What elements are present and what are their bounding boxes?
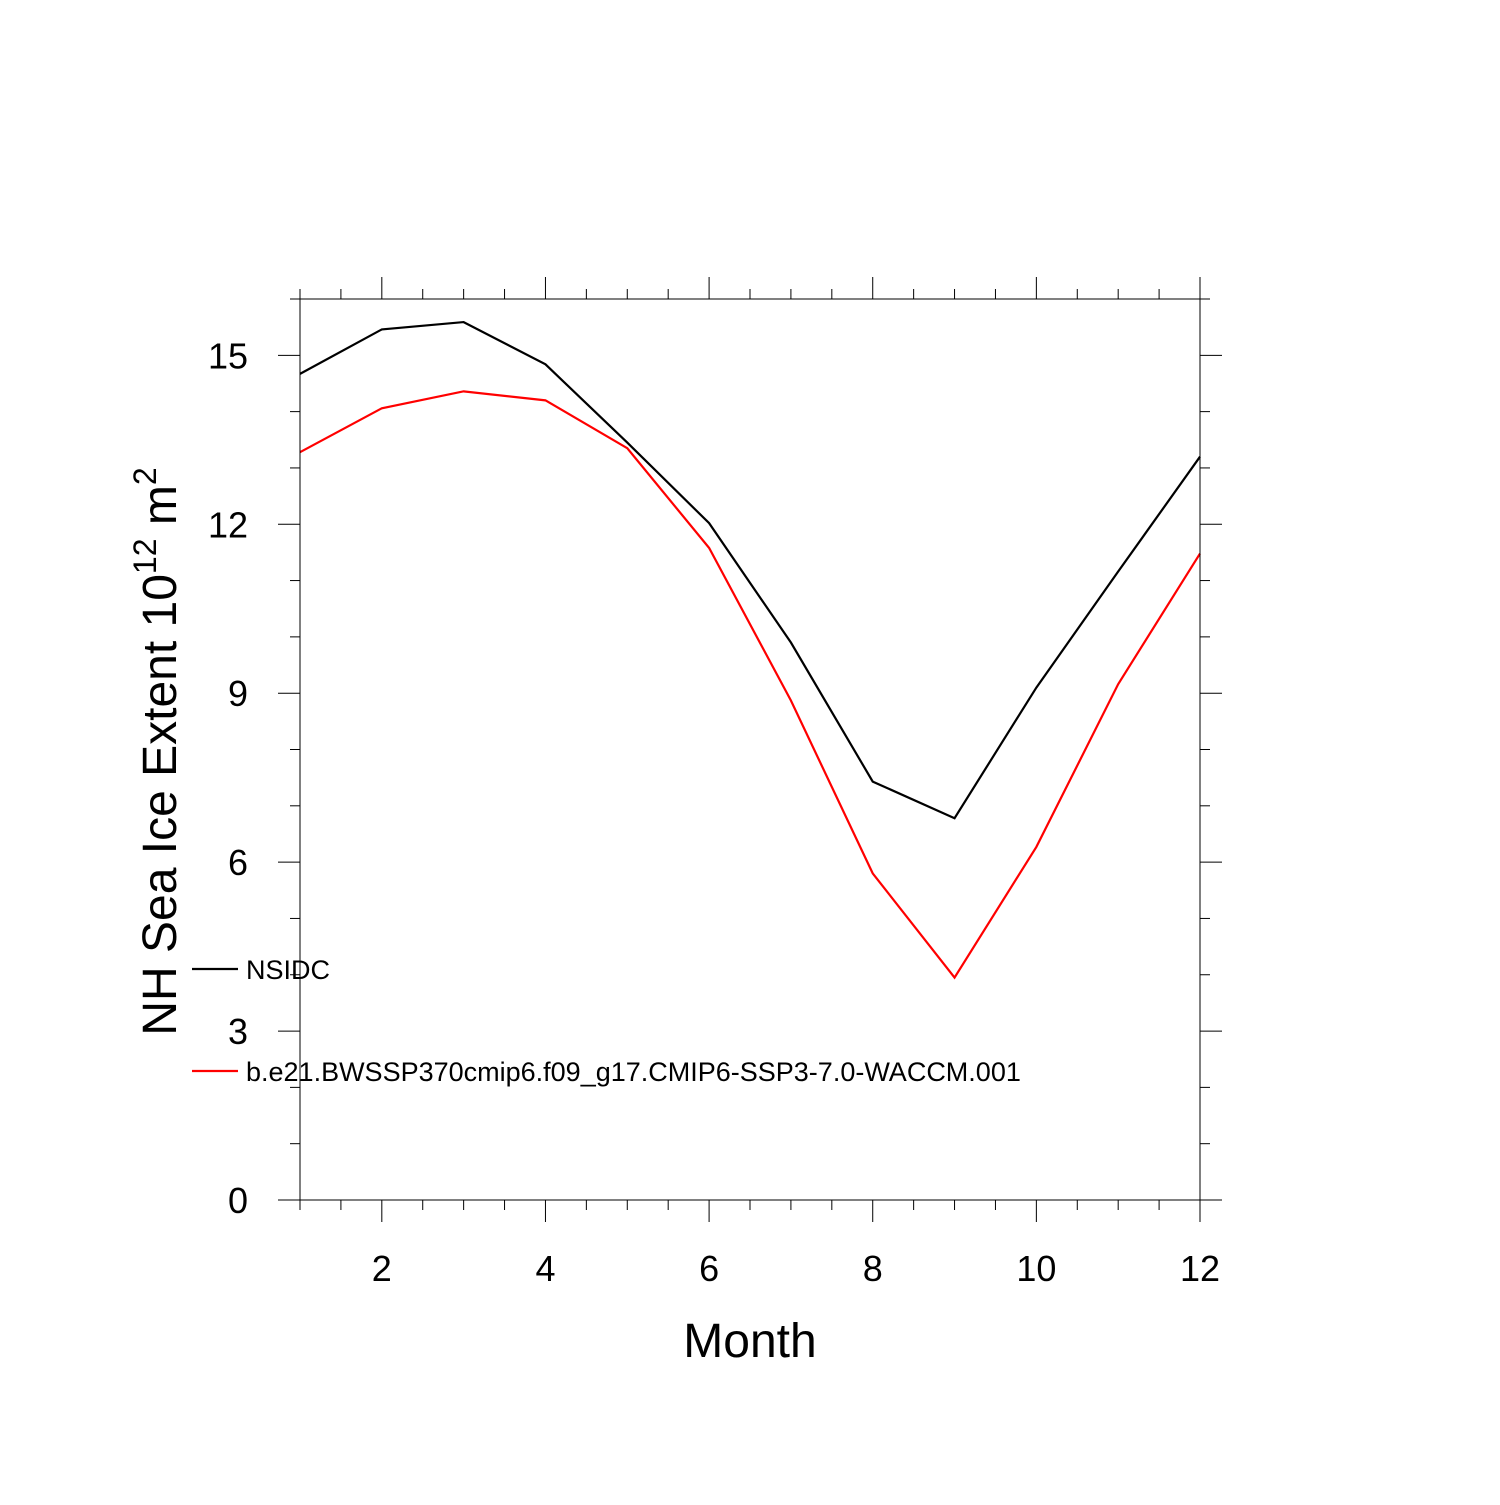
legend-label-1: NSIDC [246, 955, 330, 985]
y-tick-label: 0 [228, 1180, 248, 1221]
y-tick-label: 15 [208, 335, 248, 376]
y-tick-label: 3 [228, 1011, 248, 1052]
series-line-2 [299, 390, 1201, 980]
legend-label-2: b.e21.BWSSP370cmip6.f09_g17.CMIP6-SSP3-7… [246, 1057, 1021, 1087]
series-group [299, 320, 1201, 980]
y-tick-label: 12 [208, 504, 248, 545]
x-tick-label: 2 [372, 1248, 392, 1289]
series-line-1 [299, 320, 1201, 820]
y-tick-label: 9 [228, 673, 248, 714]
legend: NSIDC b.e21.BWSSP370cmip6.f09_g17.CMIP6-S… [192, 955, 1021, 1087]
x-tick-label: 6 [699, 1248, 719, 1289]
plot-frame [299, 298, 1201, 1201]
x-tick-label: 10 [1016, 1248, 1056, 1289]
y-tick-labels: 0 3 6 9 12 15 [208, 335, 248, 1221]
x-tick-label: 8 [863, 1248, 883, 1289]
y-axis-title-unit: m [134, 485, 187, 538]
major-ticks [278, 277, 1222, 1222]
y-axis-title-exponent: 12 [127, 538, 163, 574]
minor-ticks [290, 289, 1210, 1210]
x-tick-label: 12 [1180, 1248, 1220, 1289]
x-tick-label: 4 [535, 1248, 555, 1289]
x-axis-title: Month [683, 1315, 816, 1368]
y-tick-label: 6 [228, 842, 248, 883]
y-axis-title-main: NH Sea Ice Extent 10 [134, 574, 187, 1036]
x-tick-labels: 2 4 6 8 10 12 [372, 1248, 1220, 1289]
y-axis-title: NH Sea Ice Extent 1012 m2 [127, 467, 187, 1035]
y-axis-title-unit-exponent: 2 [127, 467, 163, 485]
